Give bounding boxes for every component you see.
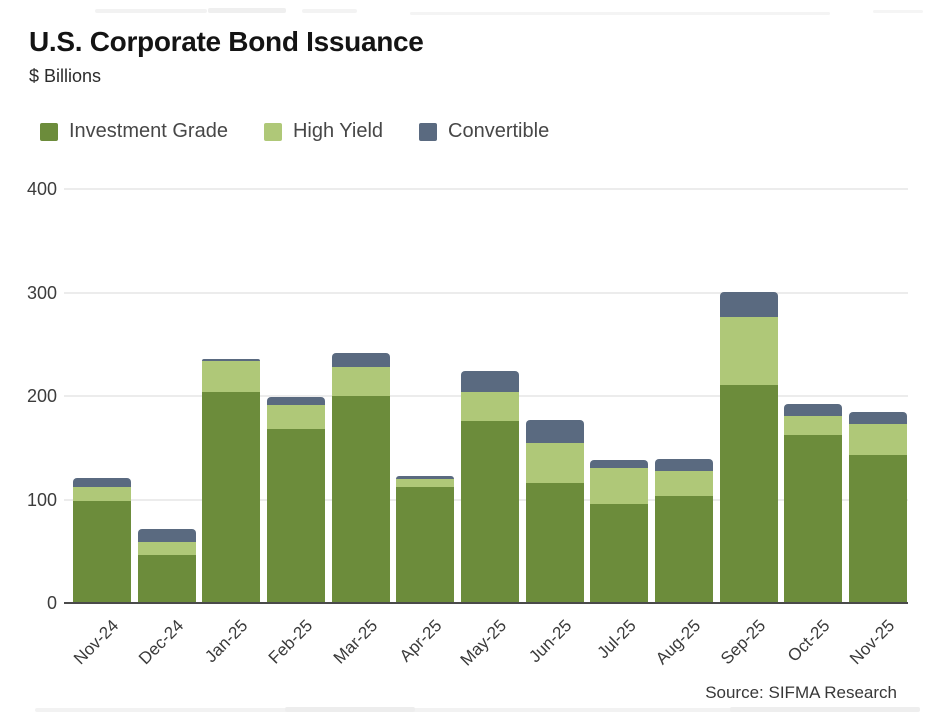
- x-axis-label-sep-25: Sep-25: [717, 616, 770, 669]
- x-axis-label-jul-25: Jul-25: [593, 616, 640, 663]
- bar-group-mar-25: [332, 352, 390, 602]
- gridline-300: [64, 292, 908, 294]
- legend-label-investment-grade: Investment Grade: [69, 120, 228, 142]
- bar-segment-high-yield-aug-25: [655, 470, 713, 497]
- bar-segment-high-yield-jan-25: [202, 360, 260, 392]
- bar-segment-investment-grade-nov-24: [73, 500, 131, 602]
- bar-segment-high-yield-sep-25: [720, 317, 778, 385]
- bar-segment-convertible-may-25: [461, 371, 519, 392]
- source-note: Source: SIFMA Research: [705, 683, 897, 702]
- bar-segment-investment-grade-feb-25: [267, 429, 325, 602]
- bar-segment-investment-grade-may-25: [461, 420, 519, 602]
- bar-segment-convertible-mar-25: [332, 352, 390, 368]
- bar-group-apr-25: [396, 475, 454, 602]
- x-axis-line: [64, 602, 908, 604]
- bar-segment-investment-grade-jan-25: [202, 391, 260, 602]
- artifact-streak: [208, 8, 286, 13]
- bar-group-jun-25: [526, 419, 584, 602]
- x-axis-label-dec-24: Dec-24: [135, 616, 188, 669]
- bar-segment-convertible-nov-24: [73, 477, 131, 488]
- bar-segment-investment-grade-aug-25: [655, 496, 713, 602]
- x-axis-label-aug-25: Aug-25: [652, 616, 705, 669]
- x-axis-label-jan-25: Jan-25: [201, 616, 252, 667]
- bar-group-nov-25: [849, 411, 907, 602]
- chart-legend: Investment Grade High Yield Convertible: [40, 120, 549, 143]
- bar-segment-investment-grade-mar-25: [332, 396, 390, 602]
- x-axis-label-jun-25: Jun-25: [525, 616, 576, 667]
- bar-segment-investment-grade-jul-25: [590, 503, 648, 602]
- legend-item-high-yield: High Yield: [263, 120, 384, 143]
- legend-swatch-convertible: [419, 122, 438, 141]
- bar-segment-investment-grade-sep-25: [720, 384, 778, 602]
- x-axis-label-nov-24: Nov-24: [70, 616, 123, 669]
- bar-segment-high-yield-jul-25: [590, 468, 648, 504]
- artifact-streak: [873, 10, 923, 13]
- y-axis-label-200: 200: [26, 386, 57, 406]
- bar-segment-convertible-sep-25: [720, 291, 778, 318]
- bar-segment-high-yield-may-25: [461, 391, 519, 421]
- bar-group-nov-24: [73, 477, 131, 602]
- bar-segment-investment-grade-apr-25: [396, 487, 454, 602]
- x-axis-label-mar-25: Mar-25: [329, 616, 382, 668]
- page-title: U.S. Corporate Bond Issuance: [29, 26, 424, 57]
- bar-segment-convertible-jun-25: [526, 419, 584, 443]
- bar-segment-high-yield-oct-25: [784, 415, 842, 436]
- page-subtitle: $ Billions: [29, 66, 102, 86]
- bar-group-sep-25: [720, 291, 778, 603]
- artifact-streak: [95, 9, 207, 13]
- bar-segment-convertible-apr-25: [396, 475, 454, 479]
- bar-segment-convertible-nov-25: [849, 411, 907, 424]
- bar-group-jan-25: [202, 358, 260, 602]
- bar-group-aug-25: [655, 459, 713, 602]
- legend-swatch-investment-grade: [40, 122, 58, 141]
- bar-segment-convertible-jan-25: [202, 358, 260, 361]
- bar-segment-investment-grade-dec-24: [138, 555, 196, 602]
- y-axis-label-100: 100: [26, 490, 57, 510]
- legend-label-convertible: Convertible: [448, 120, 550, 142]
- y-axis-label-400: 400: [26, 179, 57, 199]
- legend-item-investment-grade: Investment Grade: [40, 120, 228, 143]
- artifact-streak: [285, 707, 415, 712]
- bar-segment-convertible-feb-25: [267, 397, 325, 406]
- legend-swatch-high-yield: [263, 122, 282, 141]
- y-axis-label-0: 0: [46, 593, 57, 613]
- legend-item-convertible: Convertible: [419, 120, 549, 143]
- bar-segment-investment-grade-jun-25: [526, 482, 584, 602]
- x-axis-label-nov-25: Nov-25: [846, 616, 899, 669]
- x-axis-label-may-25: May-25: [456, 616, 511, 670]
- bar-segment-convertible-jul-25: [590, 460, 648, 469]
- bar-segment-investment-grade-oct-25: [784, 435, 842, 602]
- bar-group-dec-24: [138, 528, 196, 602]
- bar-segment-investment-grade-nov-25: [849, 455, 907, 602]
- bar-group-may-25: [461, 371, 519, 602]
- bar-segment-high-yield-apr-25: [396, 478, 454, 488]
- x-axis-label-oct-25: Oct-25: [783, 616, 834, 666]
- bar-segment-convertible-oct-25: [784, 404, 842, 416]
- bar-segment-high-yield-dec-24: [138, 541, 196, 556]
- x-axis-label-feb-25: Feb-25: [264, 616, 317, 668]
- bar-group-jul-25: [590, 460, 648, 602]
- bar-segment-convertible-dec-24: [138, 528, 196, 542]
- bar-group-oct-25: [784, 404, 842, 602]
- gridline-400: [64, 188, 908, 190]
- artifact-streak: [730, 707, 920, 712]
- bar-group-feb-25: [267, 397, 325, 602]
- bar-segment-convertible-aug-25: [655, 459, 713, 471]
- y-axis-label-300: 300: [26, 283, 57, 303]
- bar-segment-high-yield-nov-25: [849, 423, 907, 455]
- artifact-streak: [410, 12, 830, 15]
- bar-segment-high-yield-jun-25: [526, 442, 584, 483]
- bar-segment-high-yield-mar-25: [332, 367, 390, 397]
- bar-segment-high-yield-nov-24: [73, 487, 131, 501]
- bar-segment-high-yield-feb-25: [267, 405, 325, 430]
- legend-label-high-yield: High Yield: [292, 120, 384, 142]
- x-axis-label-apr-25: Apr-25: [395, 616, 446, 666]
- artifact-streak: [302, 9, 357, 13]
- artifact-streak: [35, 708, 895, 712]
